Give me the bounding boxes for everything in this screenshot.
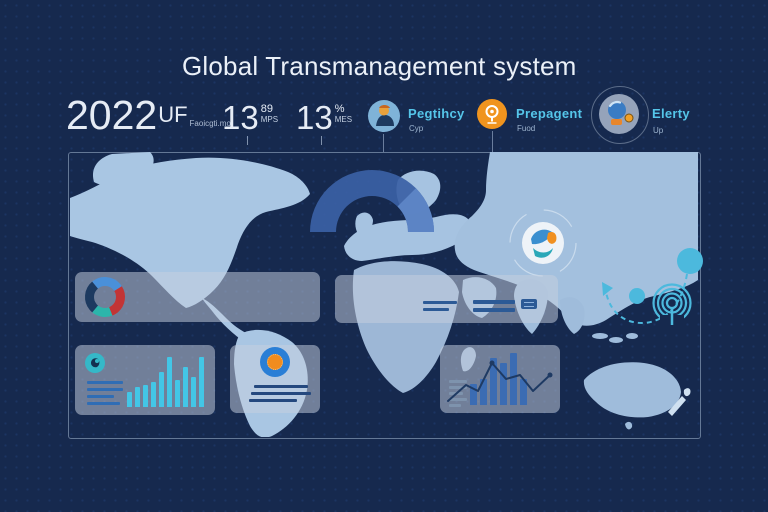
target-rings-icon — [652, 283, 692, 327]
text-placeholder-line — [87, 402, 120, 405]
cyan-bar-chart — [127, 357, 209, 407]
stats-bubble-icon — [85, 353, 105, 373]
stat-mes-value: 13 — [296, 99, 333, 136]
donut-chart — [85, 277, 125, 317]
globe-land-blue — [531, 229, 552, 245]
se-asia-shape — [560, 297, 585, 334]
text-placeholder-line — [449, 380, 467, 383]
marker-card — [230, 345, 320, 413]
text-placeholder-line — [254, 385, 308, 388]
text-placeholder-line — [423, 308, 449, 311]
tasmania-shape — [625, 421, 633, 430]
legend-sublabel-1: Cyp — [409, 124, 424, 133]
bar — [135, 387, 140, 407]
map-marker-icon — [260, 347, 290, 377]
legend-sublabel-2: Fuod — [517, 124, 536, 133]
legend-connector-line — [492, 131, 493, 152]
info-panel-card — [335, 275, 558, 323]
australia-shape — [583, 362, 681, 418]
person-icon — [368, 100, 400, 132]
location-pin-icon — [477, 99, 507, 129]
indonesia-island — [609, 337, 623, 343]
globe-land-orange — [547, 231, 557, 244]
globe-land-teal — [533, 248, 553, 258]
globe-badge-ring — [509, 209, 577, 277]
bar — [191, 377, 196, 407]
indonesia-island — [592, 333, 608, 339]
list-icon — [521, 299, 537, 309]
stat-year: 2022 UF Faoicgti.mo — [66, 95, 231, 136]
legend-sublabel-3: Up — [653, 126, 664, 135]
page-title: Global Transmanagement system — [182, 51, 577, 81]
route-arrowhead — [602, 282, 613, 296]
bar — [159, 372, 164, 407]
bar — [199, 357, 204, 407]
europe-shape — [344, 214, 470, 261]
stat-mps-sub: MPS — [260, 115, 279, 125]
stat-year-note: Faoicgti.mo — [189, 119, 231, 128]
text-placeholder-line — [87, 388, 123, 391]
bar — [480, 379, 487, 405]
gauge-arc-highlight — [397, 188, 434, 232]
bar — [127, 392, 132, 407]
donut-chart-card — [75, 272, 320, 322]
stat-mps-value: 13 — [222, 99, 259, 136]
bar — [151, 382, 156, 407]
route-decorations — [602, 248, 703, 327]
text-placeholder-line — [87, 395, 114, 398]
stat-year-unit: UF — [158, 102, 188, 127]
bar — [470, 384, 477, 405]
stat-mps: 13 89 MPS — [222, 101, 278, 134]
stat-tick — [247, 136, 248, 145]
route-node-small — [629, 288, 645, 304]
trend-line-chart — [447, 360, 553, 402]
stat-mes-sub: MES — [334, 115, 353, 125]
bar — [143, 384, 148, 407]
bar — [183, 367, 188, 407]
bar — [175, 379, 180, 407]
text-placeholder-line — [249, 399, 297, 402]
north-america-shape — [70, 157, 310, 308]
gauge-arc — [310, 170, 434, 232]
indonesia-island — [626, 333, 638, 339]
legend-label-3: Elerty — [652, 106, 690, 121]
legend-label-2: Prepagent — [516, 106, 583, 121]
stat-mes-sup: % — [334, 103, 345, 115]
map-frame-border — [68, 152, 701, 439]
globe-badge — [522, 222, 564, 264]
blue-bar-chart — [470, 353, 534, 405]
text-placeholder-line — [449, 386, 467, 389]
stat-mps-sup: 89 — [260, 103, 273, 115]
stat-year-value: 2022 — [66, 92, 158, 138]
bar — [520, 379, 527, 405]
text-placeholder-line — [473, 300, 515, 304]
legend-label-1: Pegtihcy — [408, 106, 465, 121]
new-zealand-shape — [668, 388, 691, 416]
route-node-large — [677, 248, 703, 274]
legend-icon-ring — [591, 86, 649, 144]
text-placeholder-line — [251, 392, 311, 395]
text-placeholder-line — [423, 301, 457, 304]
bar — [167, 357, 172, 407]
bar — [510, 353, 517, 405]
text-placeholder-line — [473, 308, 515, 312]
bar-chart-card — [75, 345, 215, 415]
text-placeholder-line — [449, 404, 461, 407]
stat-tick — [321, 136, 322, 145]
bar — [490, 358, 497, 405]
text-placeholder-line — [449, 398, 467, 401]
text-placeholder-line — [87, 381, 123, 384]
bar-line-chart-card — [440, 345, 560, 413]
stat-mes: 13 % MES — [296, 101, 352, 134]
bar — [500, 363, 507, 405]
dashed-route-arrow — [605, 273, 688, 325]
legend-connector-line — [383, 134, 384, 152]
